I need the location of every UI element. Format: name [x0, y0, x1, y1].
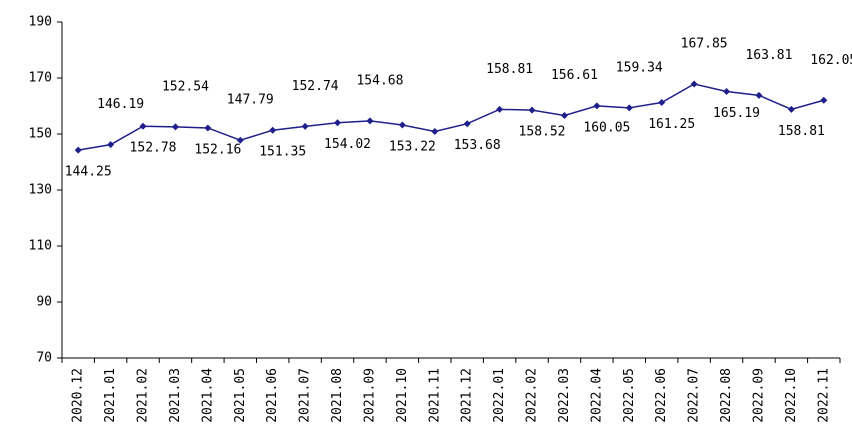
data-label: 147.79 — [227, 93, 274, 108]
marker — [204, 124, 212, 132]
y-tick-label: 70 — [36, 351, 52, 366]
marker — [236, 136, 244, 144]
marker — [658, 99, 666, 106]
marker — [171, 123, 179, 131]
data-label: 152.74 — [292, 79, 339, 94]
data-label: 158.81 — [486, 62, 533, 77]
marker — [107, 141, 115, 149]
x-tick-label: 2021.03 — [168, 368, 183, 423]
data-label: 152.54 — [162, 79, 209, 94]
line — [78, 83, 824, 151]
marker — [74, 146, 82, 154]
marker — [496, 105, 504, 113]
x-tick-label: 2021.12 — [460, 368, 475, 423]
marker — [625, 104, 633, 112]
y-tick-label: 150 — [29, 127, 52, 142]
marker — [593, 102, 601, 110]
data-label: 146.19 — [97, 97, 144, 112]
x-tick-label: 2022.07 — [687, 368, 702, 423]
marker — [366, 117, 374, 125]
data-label: 152.16 — [194, 142, 241, 157]
y-tick-label: 130 — [29, 183, 52, 198]
x-tick-label: 2022.03 — [557, 368, 572, 423]
data-label: 152.78 — [130, 141, 177, 156]
data-label: 158.52 — [519, 125, 566, 140]
x-tick-label: 2021.05 — [233, 368, 248, 423]
data-label: 154.68 — [356, 73, 403, 88]
marker — [560, 111, 568, 119]
marker — [463, 120, 471, 128]
marker — [301, 122, 309, 130]
x-tick-label: 2021.04 — [200, 368, 215, 423]
x-tick-label: 2021.10 — [395, 368, 410, 423]
data-label: 165.19 — [713, 106, 760, 121]
x-tick-label: 2021.06 — [265, 368, 280, 423]
marker — [431, 127, 439, 135]
data-label: 167.85 — [681, 37, 728, 52]
x-tick-label: 2021.01 — [103, 368, 118, 423]
x-tick-label: 2021.11 — [427, 368, 442, 423]
data-label: 161.25 — [648, 117, 695, 132]
marker — [787, 105, 795, 113]
data-label: 159.34 — [616, 60, 663, 75]
x-tick-label: 2022.10 — [784, 368, 799, 423]
marker — [528, 106, 536, 114]
data-label: 144.25 — [65, 165, 112, 180]
x-tick-label: 2022.04 — [589, 368, 604, 423]
marker — [139, 122, 147, 130]
marker — [755, 91, 763, 99]
x-tick-label: 2022.01 — [492, 368, 507, 423]
x-tick-label: 2022.02 — [525, 368, 540, 423]
x-tick-label: 2022.06 — [654, 368, 669, 423]
data-label: 154.02 — [324, 137, 371, 152]
y-tick-label: 190 — [29, 15, 52, 30]
marker — [723, 87, 731, 95]
data-label: 158.81 — [778, 124, 825, 139]
data-label: 153.68 — [454, 138, 501, 153]
x-tick-label: 2022.11 — [816, 368, 831, 423]
x-tick-label: 2022.05 — [622, 368, 637, 423]
y-tick-label: 170 — [29, 71, 52, 86]
y-tick-label: 90 — [36, 295, 52, 310]
y-tick-label: 110 — [29, 239, 52, 254]
marker — [269, 126, 277, 134]
data-label: 160.05 — [583, 120, 630, 135]
marker — [690, 80, 698, 88]
data-label: 162.05 — [810, 53, 852, 68]
marker — [820, 96, 828, 104]
x-tick-label: 2022.08 — [719, 368, 734, 423]
marker — [334, 119, 342, 127]
x-tick-label: 2021.02 — [136, 368, 151, 423]
data-label: 163.81 — [745, 48, 792, 63]
x-tick-label: 2021.07 — [298, 368, 313, 423]
data-label: 151.35 — [259, 145, 306, 160]
data-label: 153.22 — [389, 139, 436, 154]
marker — [398, 121, 406, 129]
data-label: 156.61 — [551, 68, 598, 83]
x-tick-label: 2021.08 — [330, 368, 345, 423]
x-tick-label: 2022.09 — [751, 368, 766, 423]
x-tick-label: 2021.09 — [362, 368, 377, 423]
x-tick-label: 2020.12 — [71, 368, 86, 423]
